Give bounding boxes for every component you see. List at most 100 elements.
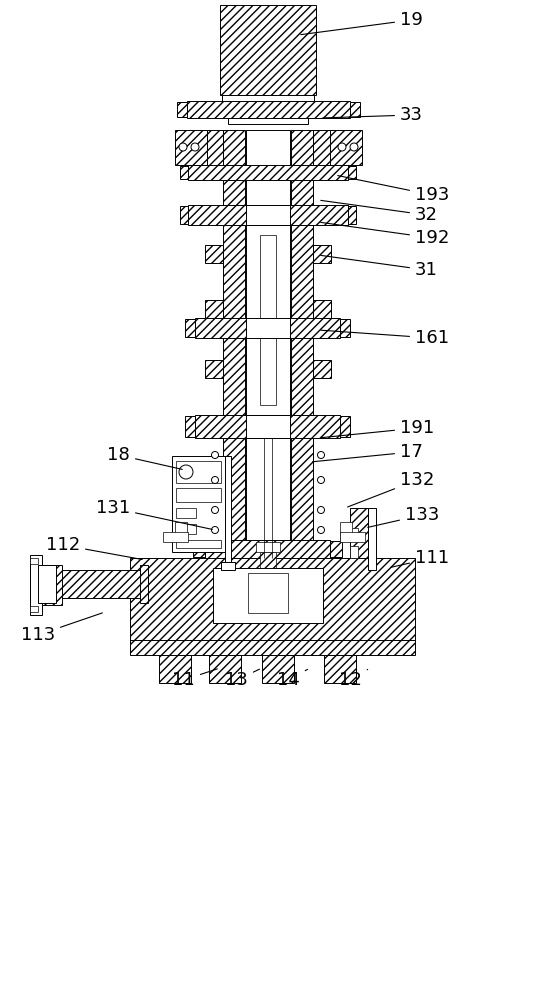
- Bar: [205, 540, 330, 558]
- Bar: [130, 558, 415, 640]
- Text: 161: 161: [321, 329, 449, 347]
- Bar: [188, 205, 348, 225]
- Bar: [246, 130, 290, 165]
- Circle shape: [212, 452, 218, 458]
- Circle shape: [212, 477, 218, 484]
- Text: 112: 112: [46, 536, 142, 560]
- Bar: [180, 206, 188, 224]
- Text: 33: 33: [323, 106, 423, 124]
- Bar: [348, 166, 356, 179]
- Bar: [340, 416, 350, 437]
- Bar: [246, 225, 290, 415]
- Bar: [246, 180, 290, 205]
- Bar: [176, 488, 221, 502]
- Bar: [223, 573, 253, 593]
- Bar: [163, 532, 188, 542]
- Bar: [205, 245, 223, 263]
- Bar: [223, 596, 243, 611]
- Bar: [222, 95, 314, 101]
- Bar: [140, 565, 148, 603]
- Text: 12: 12: [339, 669, 368, 689]
- Bar: [350, 102, 360, 117]
- Bar: [313, 245, 331, 263]
- Bar: [220, 5, 316, 95]
- Text: 133: 133: [368, 506, 439, 527]
- Bar: [187, 101, 350, 118]
- Circle shape: [191, 143, 199, 151]
- Text: 193: 193: [338, 176, 449, 204]
- Bar: [260, 552, 276, 572]
- Bar: [246, 438, 290, 540]
- Bar: [368, 508, 376, 570]
- Bar: [330, 130, 362, 165]
- Bar: [159, 655, 191, 683]
- Bar: [195, 318, 340, 338]
- Bar: [172, 456, 225, 552]
- Circle shape: [317, 526, 325, 534]
- Bar: [180, 166, 188, 179]
- Bar: [130, 640, 415, 655]
- Bar: [209, 655, 241, 683]
- Circle shape: [338, 143, 346, 151]
- Text: 191: 191: [321, 419, 434, 438]
- Bar: [340, 319, 350, 337]
- Text: 19: 19: [301, 11, 423, 35]
- Circle shape: [317, 506, 325, 514]
- Bar: [348, 206, 356, 224]
- Bar: [262, 655, 294, 683]
- Text: 14: 14: [277, 669, 307, 689]
- Bar: [221, 562, 235, 570]
- Bar: [175, 522, 187, 540]
- Bar: [40, 565, 62, 605]
- Bar: [313, 360, 331, 378]
- Bar: [223, 225, 245, 415]
- Bar: [176, 508, 196, 518]
- Bar: [350, 546, 358, 558]
- Circle shape: [179, 143, 187, 151]
- Bar: [205, 300, 223, 318]
- Bar: [313, 300, 331, 318]
- Bar: [246, 318, 290, 338]
- Bar: [175, 130, 207, 165]
- Circle shape: [317, 452, 325, 458]
- Bar: [330, 541, 342, 557]
- Bar: [350, 528, 358, 540]
- Bar: [291, 438, 313, 540]
- Bar: [177, 102, 187, 117]
- Bar: [350, 508, 368, 570]
- Text: 32: 32: [321, 200, 438, 224]
- Text: 113: 113: [21, 613, 102, 644]
- Bar: [228, 118, 308, 124]
- Bar: [185, 319, 195, 337]
- Bar: [193, 541, 205, 557]
- Text: 18: 18: [108, 446, 182, 469]
- Bar: [30, 563, 42, 607]
- Bar: [324, 655, 356, 683]
- Circle shape: [212, 506, 218, 514]
- Text: 11: 11: [172, 669, 217, 689]
- Bar: [313, 130, 330, 165]
- Text: 131: 131: [96, 499, 212, 529]
- Bar: [207, 130, 223, 165]
- Circle shape: [212, 526, 218, 534]
- Bar: [246, 205, 290, 225]
- Bar: [225, 456, 231, 570]
- Bar: [291, 130, 313, 165]
- Bar: [223, 130, 239, 165]
- Bar: [176, 524, 196, 534]
- Bar: [223, 438, 245, 540]
- Text: 111: 111: [390, 549, 449, 567]
- Bar: [260, 235, 276, 405]
- Circle shape: [350, 143, 358, 151]
- Bar: [283, 573, 313, 593]
- Bar: [340, 522, 352, 540]
- Bar: [256, 542, 280, 552]
- Circle shape: [317, 477, 325, 484]
- Bar: [195, 415, 340, 438]
- Bar: [246, 415, 290, 438]
- Text: 17: 17: [313, 443, 423, 462]
- Bar: [176, 540, 221, 548]
- Bar: [52, 570, 148, 598]
- Text: 31: 31: [321, 255, 438, 279]
- Text: 13: 13: [225, 669, 260, 689]
